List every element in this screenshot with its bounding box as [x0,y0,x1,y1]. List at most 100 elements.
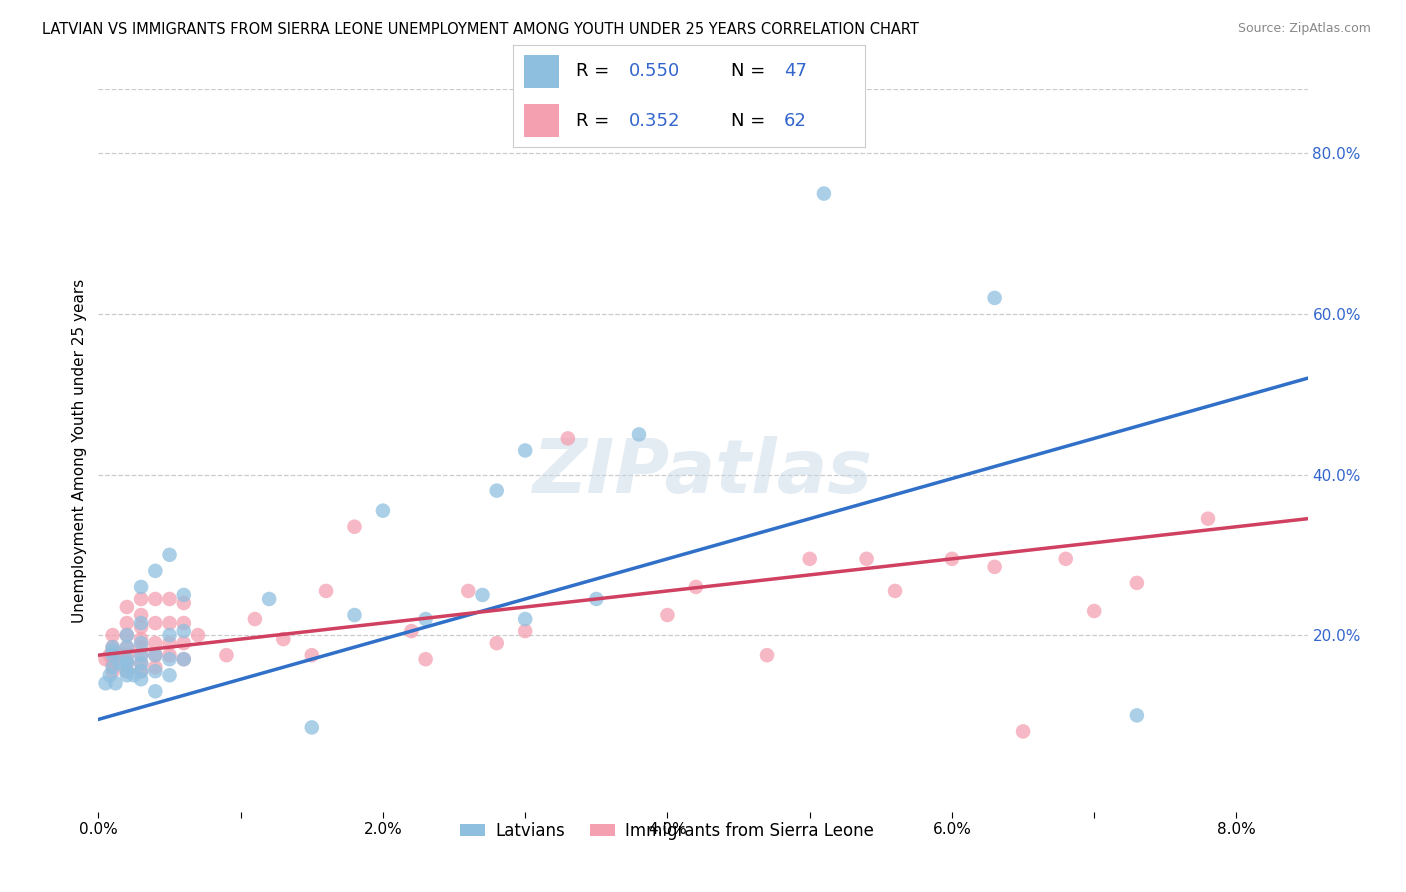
Point [129,664,152,678]
Point [129,608,152,623]
Text: N =: N = [731,62,770,80]
Point [1126,576,1149,591]
Point [129,648,152,662]
Point [101,660,124,674]
Point [115,664,138,678]
Point [108,648,131,662]
Point [173,636,195,650]
Point [115,628,138,642]
Point [315,583,337,598]
Point [101,640,124,655]
Point [273,632,295,646]
Point [657,608,679,623]
Point [159,668,181,682]
Point [627,427,650,442]
Point [94,676,117,690]
Point [159,628,181,642]
Point [129,673,152,687]
Text: 0.550: 0.550 [630,62,681,80]
Point [515,624,537,639]
Point [129,657,152,671]
Point [243,612,266,626]
Point [143,648,166,662]
Point [94,652,117,666]
Text: 47: 47 [785,62,807,80]
Point [143,592,166,607]
Point [301,721,323,735]
Legend: Latvians, Immigrants from Sierra Leone: Latvians, Immigrants from Sierra Leone [453,815,880,847]
Point [101,648,124,662]
Point [855,551,877,566]
Text: 0.352: 0.352 [630,112,681,129]
Point [129,620,152,634]
Point [159,652,181,666]
Point [471,588,494,602]
Point [187,628,209,642]
Point [159,636,181,650]
Point [101,648,124,662]
Point [129,640,152,655]
Point [98,668,121,682]
Point [685,580,707,594]
Point [101,664,124,678]
Point [515,443,537,458]
Point [129,632,152,646]
Point [129,636,152,650]
Point [301,648,323,662]
Point [215,648,238,662]
Point [115,628,138,642]
Text: R =: R = [576,62,616,80]
Point [1012,724,1035,739]
Point [101,628,124,642]
Point [129,657,152,671]
Point [115,657,138,671]
Point [173,652,195,666]
Point [173,652,195,666]
Point [143,615,166,630]
Point [485,636,508,650]
Point [485,483,508,498]
Point [129,615,152,630]
Point [115,648,138,662]
Y-axis label: Unemployment Among Youth under 25 years: Unemployment Among Youth under 25 years [72,278,87,623]
Text: ZIPatlas: ZIPatlas [533,435,873,508]
Point [98,648,121,662]
Text: N =: N = [731,112,770,129]
Point [756,648,779,662]
Point [159,548,181,562]
Point [122,668,145,682]
Point [159,615,181,630]
Point [115,657,138,671]
Text: 62: 62 [785,112,807,129]
Text: R =: R = [576,112,616,129]
Point [143,564,166,578]
Point [159,592,181,607]
Point [585,592,607,607]
Point [415,652,437,666]
Point [884,583,907,598]
Point [343,519,366,533]
Point [173,596,195,610]
Point [983,560,1005,574]
Point [415,612,437,626]
Point [115,664,138,678]
Point [173,615,195,630]
Point [159,648,181,662]
Point [115,652,138,666]
Point [115,599,138,614]
Point [129,580,152,594]
Point [115,640,138,655]
Point [557,431,579,445]
Point [1126,708,1149,723]
Point [115,668,138,682]
Point [143,648,166,662]
Text: Source: ZipAtlas.com: Source: ZipAtlas.com [1237,22,1371,36]
Point [101,657,124,671]
Point [129,648,152,662]
Point [115,640,138,655]
Point [941,551,963,566]
Point [799,551,821,566]
Point [515,612,537,626]
Point [101,640,124,655]
Point [1083,604,1105,618]
